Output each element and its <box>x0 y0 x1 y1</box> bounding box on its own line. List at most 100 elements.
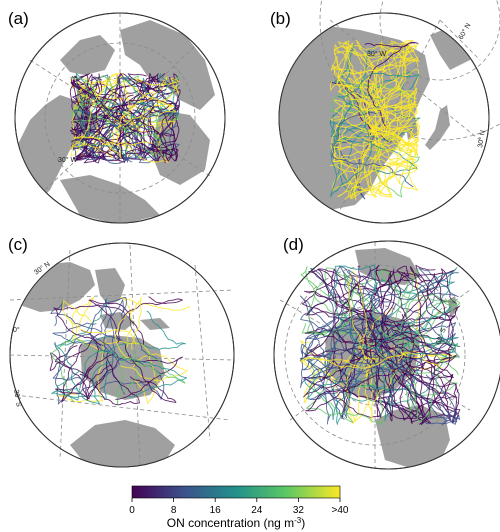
trajectory-line <box>371 109 418 192</box>
trajectory-line <box>344 41 391 128</box>
trajectory-line <box>347 270 371 377</box>
trajectory-line <box>331 111 414 188</box>
trajectory-line <box>115 356 184 400</box>
trajectory-line <box>370 268 415 400</box>
trajectory-line <box>99 340 159 404</box>
trajectory-line <box>373 273 454 381</box>
trajectory-line <box>323 271 396 380</box>
trajectory-line <box>304 275 421 361</box>
land-antarctica-c <box>70 420 175 467</box>
colorbar: 0 8 16 24 32 >40 ON concentration (ng m-3) <box>129 485 349 530</box>
trajectory-line <box>304 324 412 421</box>
panel-d: (d) 60° S <box>273 235 500 470</box>
trajectory-line <box>74 94 134 163</box>
trajectory-line <box>362 312 454 379</box>
colorbar-title: ON concentration (ng m-3) <box>167 516 306 530</box>
trajectory-line <box>367 320 422 423</box>
panel-b: (b) 30° W 60° N 30° N <box>270 0 500 224</box>
trajectory-line <box>383 305 461 419</box>
trajectory-line <box>54 345 108 401</box>
trajectory-line <box>70 79 114 158</box>
panel-label-d: (d) <box>283 235 304 254</box>
trajectory-line <box>333 125 420 163</box>
trajectory-line <box>108 310 186 353</box>
trajectory-line <box>139 105 179 164</box>
trajectory-line <box>371 280 394 422</box>
trajectory-line <box>364 41 419 129</box>
panel-label-a: (a) <box>8 9 29 28</box>
trajectory-line <box>115 342 140 405</box>
colorbar-tick-label: 8 <box>171 505 177 516</box>
trajectory-line <box>302 304 397 371</box>
trajectory-line <box>72 99 177 142</box>
trajectory-line <box>337 72 420 137</box>
trajectory-line <box>381 330 458 423</box>
trajectories-b <box>329 39 421 201</box>
panel-label-b: (b) <box>270 9 291 28</box>
trajectory-line <box>301 274 410 323</box>
colorbar-tick-label: 24 <box>251 505 263 516</box>
trajectory-line <box>52 322 136 365</box>
colorbar-ticks: 0 8 16 24 32 >40 <box>129 498 349 516</box>
trajectory-line <box>115 296 142 361</box>
trajectory-line <box>96 104 177 162</box>
trajectory-line <box>300 352 443 369</box>
colorbar-tick-label: >40 <box>332 505 349 516</box>
land-south-america <box>375 405 450 468</box>
trajectory-line <box>50 300 125 345</box>
trajectory-line <box>379 268 459 375</box>
trajectory-line <box>133 72 180 115</box>
land-japan <box>425 105 450 150</box>
trajectory-line <box>62 300 137 345</box>
trajectory-line <box>69 76 162 157</box>
trajectory-line <box>73 109 151 160</box>
trajectory-line <box>88 299 144 347</box>
trajectory-line <box>111 78 170 160</box>
graticule-label-b-0: 30° W <box>367 50 387 58</box>
land-eurasia <box>120 20 215 110</box>
trajectory-line <box>76 80 124 161</box>
trajectory-line <box>347 331 456 373</box>
trajectory-line <box>338 79 419 147</box>
trajectory-line <box>51 349 115 401</box>
trajectory-line <box>384 267 458 348</box>
graticule-label-a-0: 30° W <box>58 156 78 164</box>
trajectory-line <box>348 124 420 199</box>
trajectory-line <box>304 324 415 347</box>
trajectory-line <box>130 77 180 127</box>
graticule-label-b-1: 60° N <box>457 22 473 41</box>
trajectory-line <box>330 48 380 138</box>
trajectory-line <box>331 105 421 141</box>
trajectory-line <box>71 106 164 158</box>
trajectory-line <box>333 67 385 150</box>
trajectory-line <box>61 343 114 403</box>
trajectory-line <box>305 353 411 412</box>
trajectory-line <box>124 344 177 403</box>
trajectory-line <box>306 298 396 400</box>
trajectory-line <box>69 75 147 117</box>
trajectory-line <box>103 299 158 360</box>
trajectory-line <box>53 343 113 405</box>
trajectory-line <box>362 69 415 133</box>
trajectory-line <box>330 103 372 197</box>
trajectory-line <box>380 338 458 421</box>
trajectory-line <box>109 73 180 124</box>
trajectory-line <box>79 351 140 406</box>
trajectory-line <box>95 96 173 157</box>
trajectory-line <box>58 339 107 403</box>
trajectory-line <box>366 331 458 425</box>
colorbar-tick-label: 32 <box>293 505 305 516</box>
trajectory-line <box>70 73 127 158</box>
trajectory-line <box>76 75 128 158</box>
trajectory-line <box>301 273 397 344</box>
trajectory-line <box>338 41 415 97</box>
trajectory-line <box>364 306 404 423</box>
trajectory-line <box>396 350 460 425</box>
trajectory-line <box>336 56 413 133</box>
land-south-landmass <box>60 175 160 223</box>
trajectory-line <box>120 353 188 382</box>
trajectory-line <box>75 118 173 158</box>
trajectory-line <box>366 330 459 392</box>
trajectory-line <box>366 267 459 343</box>
